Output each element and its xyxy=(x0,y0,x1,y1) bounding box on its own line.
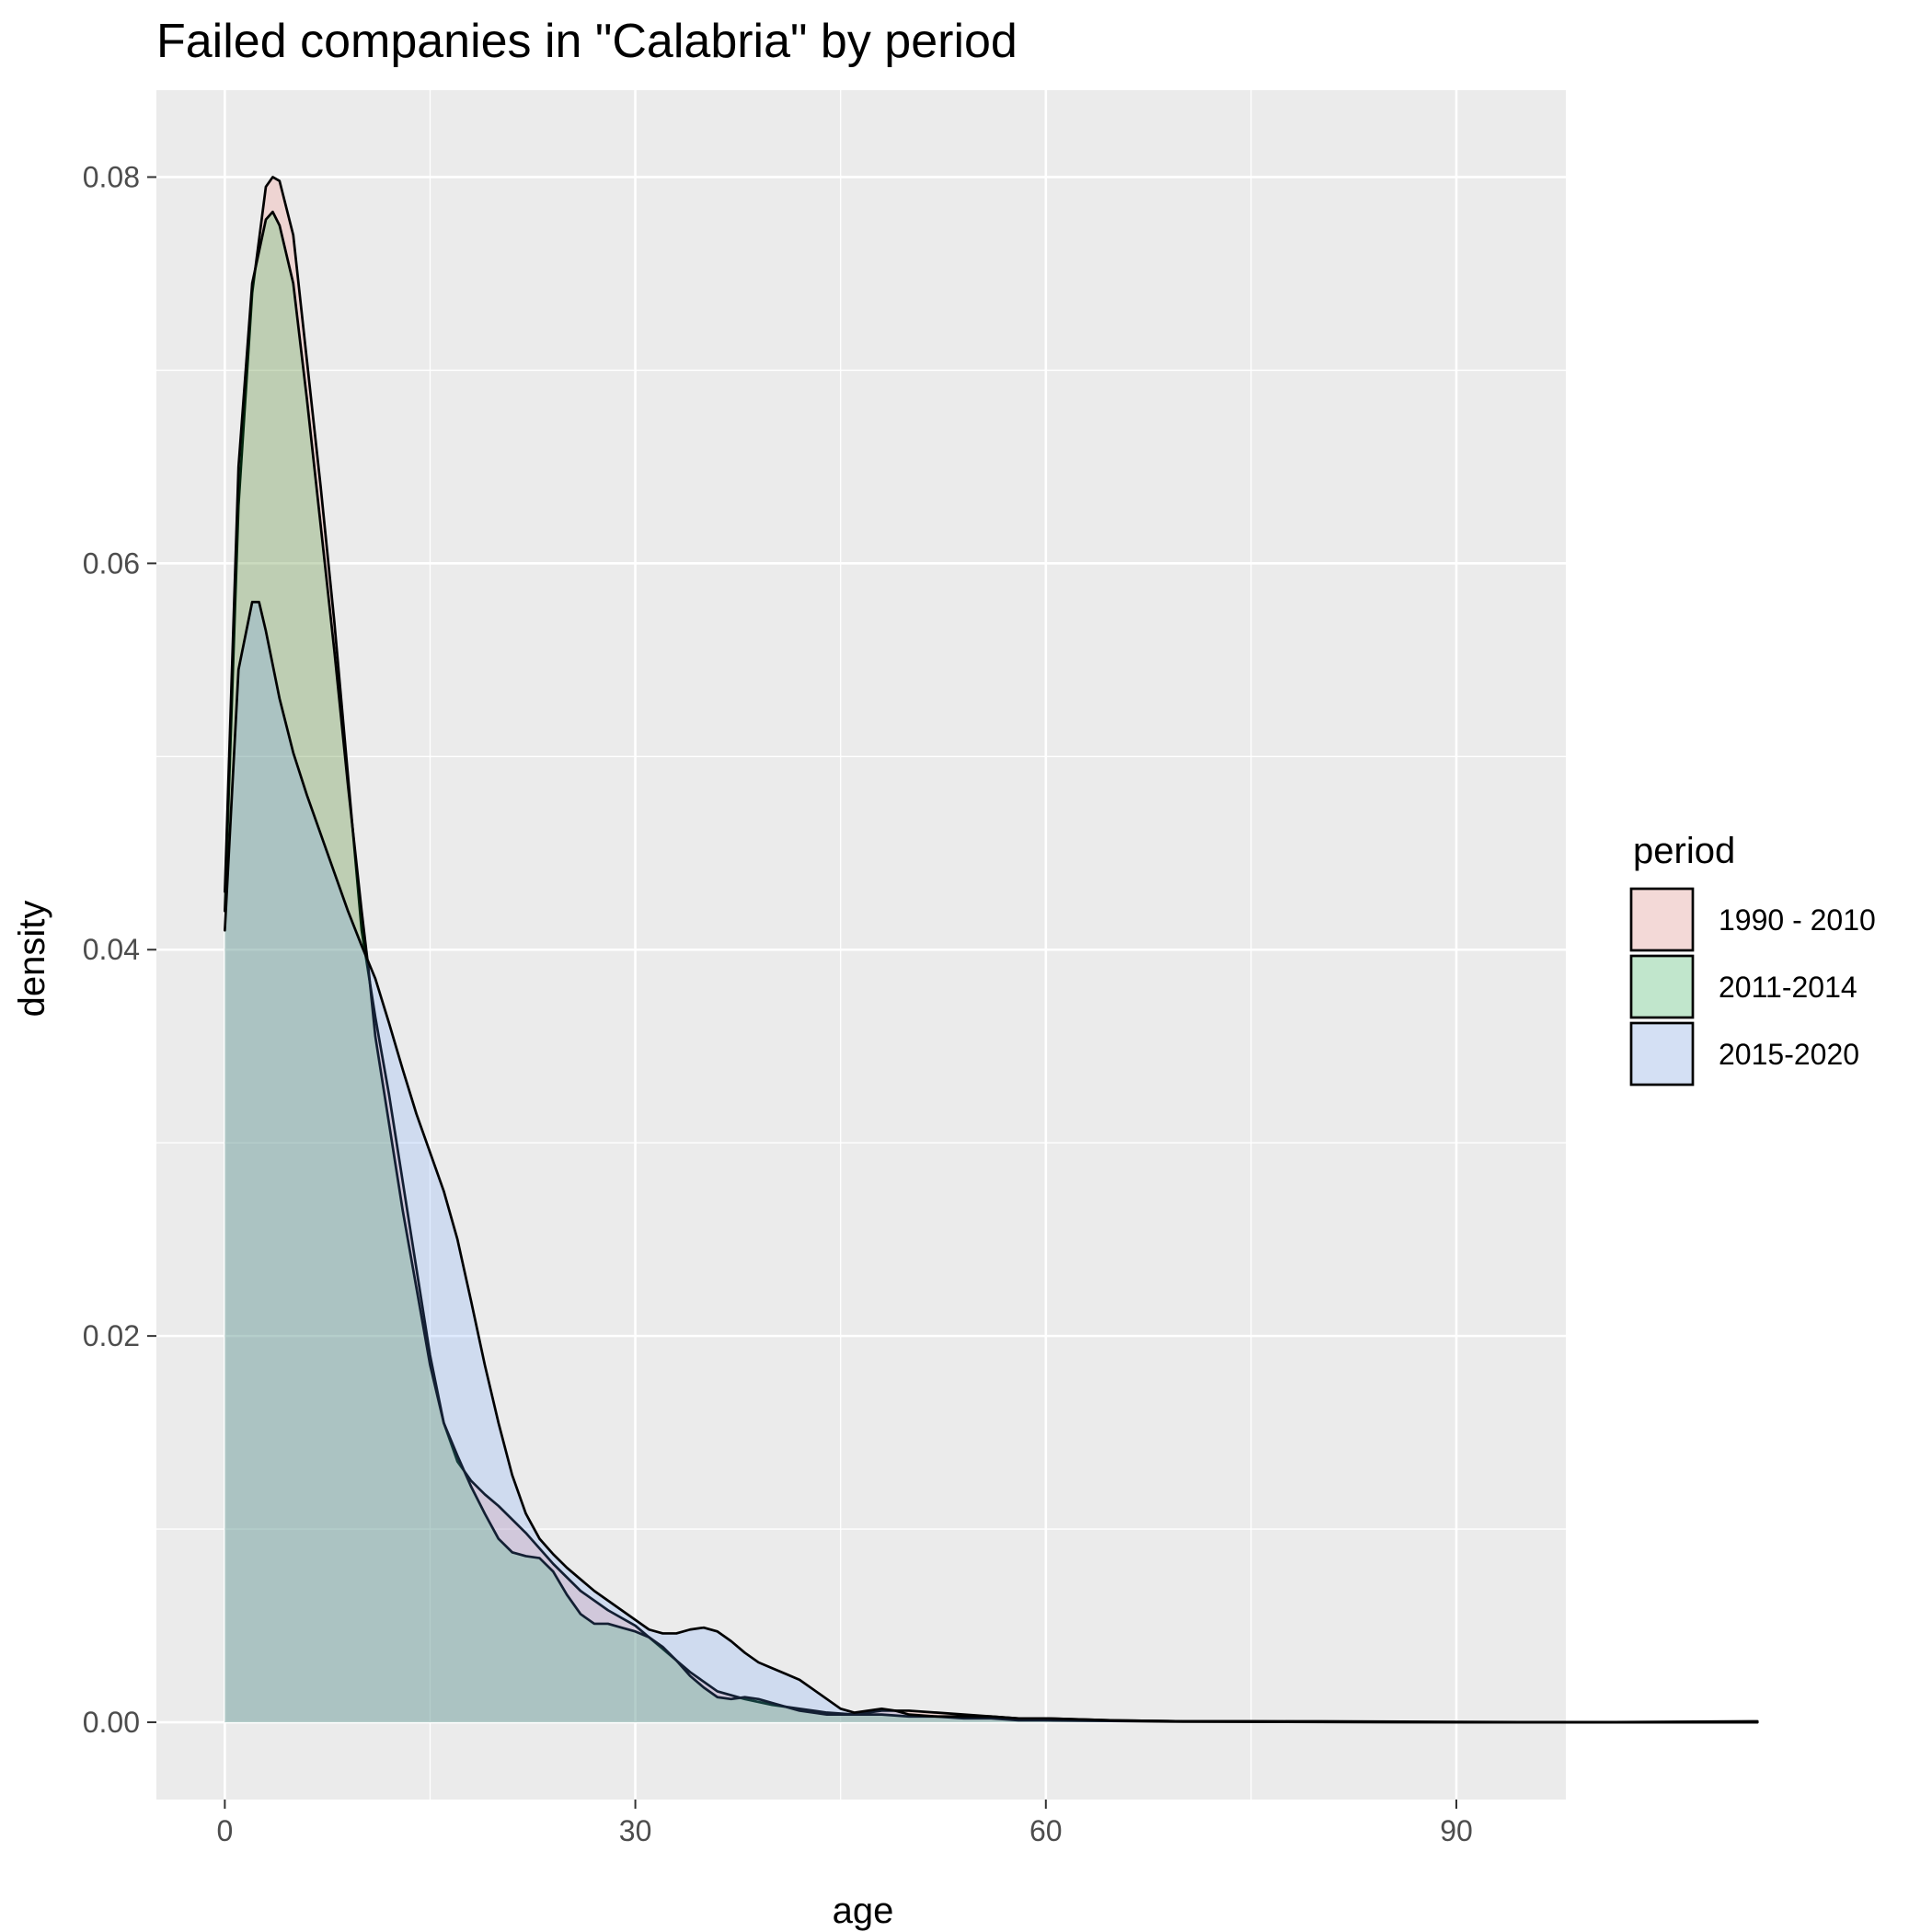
legend-key-background-3 xyxy=(1631,1023,1693,1085)
legend-label-1: 1990 - 2010 xyxy=(1719,903,1876,937)
x-axis-title: age xyxy=(833,1891,894,1931)
legend-swatch-2 xyxy=(1629,954,1695,1019)
y-tick-label: 0.04 xyxy=(83,933,140,966)
y-tick-label: 0.06 xyxy=(83,546,140,580)
legend-key-background-2 xyxy=(1631,956,1693,1018)
y-tick-label: 0.02 xyxy=(83,1319,140,1352)
y-tick-label: 0.00 xyxy=(83,1706,140,1739)
panel-background xyxy=(156,90,1566,1800)
legend-label-3: 2015-2020 xyxy=(1719,1038,1859,1071)
x-tick-label: 60 xyxy=(1029,1814,1063,1847)
chart-title: Failed companies in "Calabria" by period xyxy=(156,15,1018,68)
y-tick-label: 0.08 xyxy=(83,160,140,193)
y-axis-title: density xyxy=(12,901,52,1018)
legend-swatch-3 xyxy=(1629,1021,1695,1087)
density-outline-3 xyxy=(224,601,1759,1724)
density-outline-2 xyxy=(224,210,1759,1724)
density-area-1 xyxy=(224,177,1758,1723)
density-series xyxy=(224,176,1759,1724)
legend-title: period xyxy=(1633,831,1735,871)
x-tick-label: 0 xyxy=(216,1814,233,1847)
plot-panel xyxy=(156,90,1566,1800)
density-area-2 xyxy=(224,212,1758,1723)
legend: period 1990 - 2010 2011-2014 2015-2020 xyxy=(1629,831,1876,1087)
legend-key-background-1 xyxy=(1631,889,1693,950)
x-tick-label: 30 xyxy=(619,1814,652,1847)
legend-swatch-1 xyxy=(1629,887,1695,952)
axes: 0 30 60 90 0.00 0.02 0.04 0.06 0.08 xyxy=(83,160,1473,1847)
density-area-3 xyxy=(224,602,1758,1723)
legend-label-2: 2011-2014 xyxy=(1719,971,1857,1004)
x-tick-label: 90 xyxy=(1440,1814,1473,1847)
